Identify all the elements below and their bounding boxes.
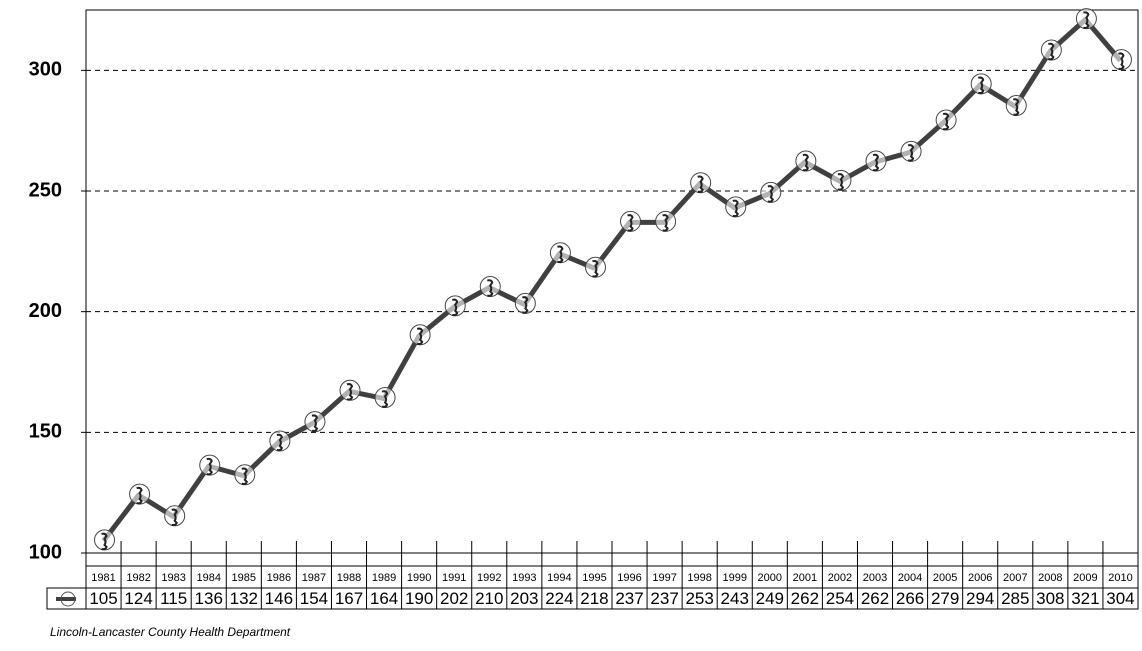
x-tick-label: 2001 [793,572,817,584]
source-note: Lincoln-Lancaster County Health Departme… [50,625,291,639]
marker-glyph [346,383,354,401]
x-tick-label: 1992 [477,572,501,584]
marker-glyph [732,199,739,218]
x-tick-label: 2009 [1073,572,1097,584]
marker-glyph [206,457,213,476]
table-value: 294 [966,589,994,608]
marker-glyph [171,508,178,527]
y-tick-label: 250 [29,179,62,201]
table-value: 243 [721,589,749,608]
marker-glyph [1083,11,1090,29]
table-value: 249 [756,589,784,608]
marker-glyph [697,175,704,194]
x-tick-label: 1990 [407,572,431,584]
marker-glyph [662,214,669,232]
table-value: 132 [230,589,258,608]
table-value: 254 [826,589,854,608]
marker-glyph [1013,98,1020,116]
table-value: 124 [124,589,152,608]
x-tick-label: 1996 [617,572,641,584]
x-tick-label: 2007 [1003,572,1027,584]
table-value: 115 [160,589,187,608]
x-tick-label: 1998 [687,572,711,584]
marker-glyph [381,390,389,408]
marker-glyph [592,259,599,278]
table-value: 237 [650,589,678,608]
x-tick-label: 2008 [1038,572,1062,584]
table-value: 279 [931,589,959,608]
x-tick-label: 1981 [91,572,115,584]
y-tick-label: 300 [29,59,62,81]
table-value: 262 [861,589,889,608]
table-value: 203 [510,589,538,608]
x-tick-label: 1995 [582,572,606,584]
marker-glyph [451,298,459,317]
marker-glyph [557,245,564,263]
table-value: 321 [1071,589,1099,608]
x-tick-label: 1994 [547,572,571,584]
marker-glyph [767,185,774,203]
marker-glyph [837,173,845,191]
marker-glyph [416,327,424,346]
x-tick-label: 2006 [968,572,992,584]
marker-glyph [1048,42,1055,61]
x-tick-label: 1986 [267,572,291,584]
table-value: 202 [440,589,468,608]
x-tick-label: 1982 [126,572,150,584]
marker-glyph [276,433,284,452]
table-value: 304 [1106,589,1134,608]
data-line [101,17,1123,543]
table-value: 146 [265,589,293,608]
table-value: 224 [545,589,573,608]
x-tick-label: 1983 [161,572,185,584]
y-tick-label: 100 [29,541,62,563]
x-tick-label: 2010 [1108,572,1132,584]
table-value: 253 [685,589,713,608]
marker-glyph [241,467,248,486]
table-value: 308 [1036,589,1064,608]
x-tick-label: 2005 [933,572,957,584]
table-value: 154 [300,589,328,608]
marker-glyph [907,144,915,162]
legend-marker [60,591,76,607]
table-value: 285 [1001,589,1029,608]
y-tick-label: 150 [29,421,62,443]
x-tick-label: 1991 [442,572,466,584]
marker-glyph [101,532,108,551]
x-tick-label: 2004 [898,572,922,584]
table-value: 218 [580,589,608,608]
table-value: 262 [791,589,819,608]
table-value: 190 [405,589,433,608]
x-tick-label: 1984 [196,572,220,584]
x-tick-label: 2003 [863,572,887,584]
table-value: 237 [615,589,643,608]
x-tick-label: 2002 [828,572,852,584]
x-tick-label: 1989 [372,572,396,584]
marker-glyph [627,214,634,232]
x-tick-label: 1999 [722,572,746,584]
x-tick-label: 2000 [758,572,782,584]
marker-glyph [311,414,319,432]
x-tick-label: 1988 [337,572,361,584]
table-value: 164 [370,589,398,608]
table-value: 136 [195,589,223,608]
marker-glyph [522,296,529,314]
marker-glyph [487,279,494,297]
marker-glyph [136,486,143,505]
table-value: 210 [475,589,503,608]
x-tick-label: 1987 [302,572,326,584]
table-value: 167 [335,589,363,608]
x-tick-label: 1993 [512,572,536,584]
y-tick-label: 200 [29,300,62,322]
table-value: 266 [896,589,924,608]
x-tick-label: 1985 [232,572,256,584]
marker-glyph [872,153,880,172]
marker-glyph [942,112,950,131]
marker-glyph [802,153,810,172]
x-tick-label: 1997 [652,572,676,584]
marker-glyph [977,76,985,95]
table-value: 105 [89,589,117,608]
marker-glyph [1118,52,1125,70]
